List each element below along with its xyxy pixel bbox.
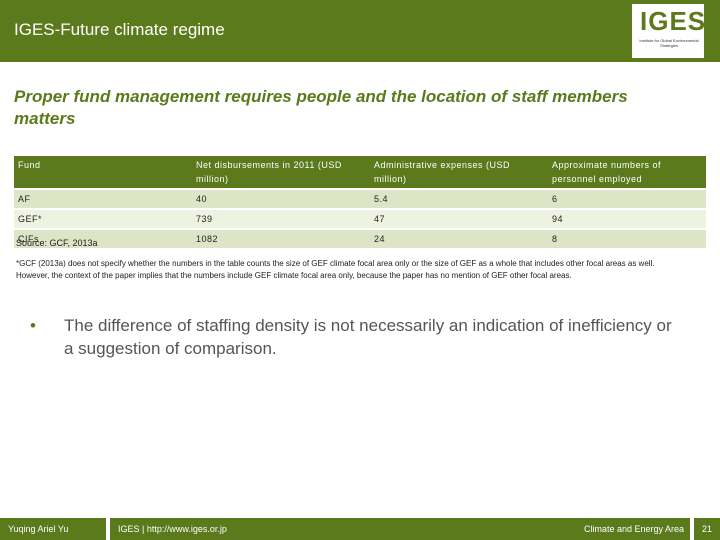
bullet-text: The difference of staffing density is no…	[64, 316, 672, 358]
cell-fund: CIFs	[14, 229, 192, 250]
table-header-row: Fund Net disbursements in 2011 (USD mill…	[14, 156, 706, 190]
column-header-admin-expenses: Administrative expenses (USD million)	[370, 156, 548, 190]
cell-admin-expenses: 5.4	[370, 189, 548, 210]
slide-heading: Proper fund management requires people a…	[14, 87, 628, 128]
cell-net-disbursements: 1082	[192, 229, 370, 250]
header-bar: IGES-Future climate regime IGES Institut…	[0, 0, 720, 62]
cell-net-disbursements: 40	[192, 189, 370, 210]
table-row: CIFs 1082 24 8	[14, 229, 706, 250]
cell-personnel: 94	[548, 209, 706, 230]
column-header-personnel: Approximate numbers of personnel employe…	[548, 156, 706, 190]
cell-net-disbursements: 739	[192, 209, 370, 230]
footer-site: IGES | http://www.iges.or.jp	[110, 518, 690, 540]
footer-bar: Yuqing Ariel Yu IGES | http://www.iges.o…	[0, 518, 720, 540]
logo-wordmark: IGES	[640, 6, 707, 36]
bullet-icon: •	[30, 316, 36, 335]
footnote: *GCF (2013a) does not specify whether th…	[16, 259, 655, 280]
cell-admin-expenses: 24	[370, 229, 548, 250]
cell-fund: GEF*	[14, 209, 192, 230]
cell-personnel: 8	[548, 229, 706, 250]
page-number: 21	[694, 518, 720, 540]
logo-subtext: Institute for Global Environmental Strat…	[639, 38, 699, 48]
table-row: GEF* 739 47 94	[14, 209, 706, 230]
source-note: Source: GCF, 2013a	[16, 238, 98, 248]
footer-area: Climate and Energy Area	[583, 524, 684, 534]
column-header-fund: Fund	[14, 156, 192, 190]
iges-logo: IGES Institute for Global Environmental …	[632, 4, 707, 58]
column-header-net-disbursements: Net disbursements in 2011 (USD million)	[192, 156, 370, 190]
cell-fund: AF	[14, 189, 192, 210]
cell-admin-expenses: 47	[370, 209, 548, 230]
footer-author: Yuqing Ariel Yu	[0, 518, 106, 540]
app-title: IGES-Future climate regime	[14, 20, 225, 39]
cell-personnel: 6	[548, 189, 706, 210]
fund-table: Fund Net disbursements in 2011 (USD mill…	[14, 156, 706, 250]
table-row: AF 40 5.4 6	[14, 189, 706, 210]
